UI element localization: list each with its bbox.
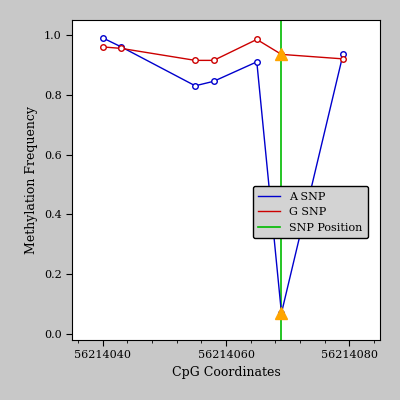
X-axis label: CpG Coordinates: CpG Coordinates — [172, 366, 280, 379]
Legend: A SNP, G SNP, SNP Position: A SNP, G SNP, SNP Position — [253, 186, 368, 238]
Y-axis label: Methylation Frequency: Methylation Frequency — [25, 106, 38, 254]
